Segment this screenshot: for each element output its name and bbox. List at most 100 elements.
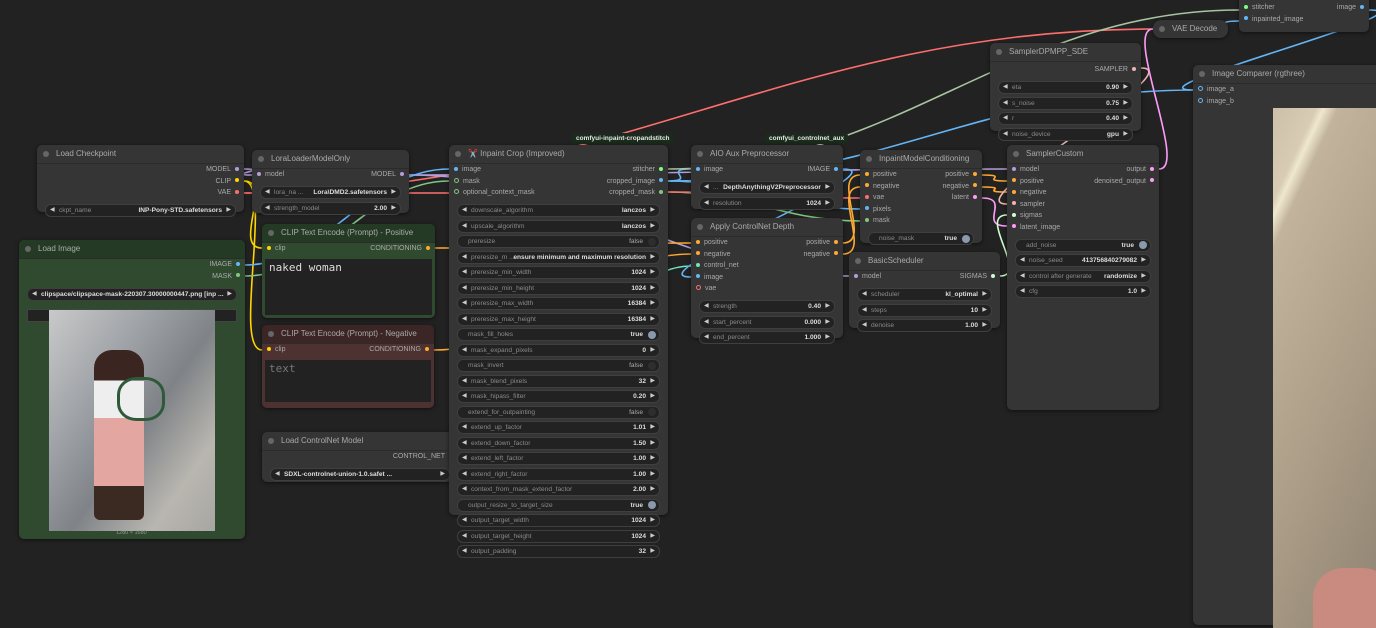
decrement-arrow-icon[interactable]: ◀: [704, 199, 709, 206]
widget-end-percent[interactable]: ◀ end_percent 1.000 ▶: [699, 331, 835, 344]
slot-dot-icon[interactable]: [1012, 201, 1016, 206]
widget-preresize-max-width[interactable]: ◀ preresize_max_width 16384 ▶: [457, 297, 660, 310]
output-slot-sampler[interactable]: SAMPLER: [1095, 64, 1136, 76]
widget-value[interactable]: ◀... DepthAnythingV2Preprocessor ▶: [699, 181, 835, 194]
node-load-checkpoint[interactable]: Load Checkpoint MODEL CLIP VAE ◀ ckpt_name INP…: [37, 145, 244, 217]
collapse-dot-icon[interactable]: [455, 151, 461, 157]
decrement-arrow-icon[interactable]: ◀: [462, 315, 467, 322]
widget-downscale-algorithm[interactable]: ◀ downscale_algorithm lanczos ▶: [457, 204, 660, 217]
slot-dot-icon[interactable]: [834, 166, 838, 171]
widget-noise-mask[interactable]: noise_mask true: [868, 232, 974, 245]
output-slot-positive[interactable]: positive: [806, 237, 838, 249]
increment-arrow-icon[interactable]: ▶: [825, 199, 830, 206]
input-slot-pixels[interactable]: pixels: [865, 204, 891, 216]
collapse-dot-icon[interactable]: [855, 258, 861, 264]
output-slot-positive[interactable]: positive: [945, 169, 977, 181]
widget-mask-blend-pixels[interactable]: ◀ mask_blend_pixels 32 ▶: [457, 374, 660, 388]
widget-ckpt-name[interactable]: ◀ ckpt_name INP-Pony-STD.safetensors ▶: [45, 204, 236, 217]
node-aio-aux[interactable]: AIO Aux Preprocessor image IMAGE ◀... DepthA…: [691, 145, 843, 210]
node-inpaint-model-conditioning[interactable]: InpaintModelConditioning positive positive…: [860, 150, 982, 245]
collapse-dot-icon[interactable]: [996, 49, 1002, 55]
increment-arrow-icon[interactable]: ▶: [650, 315, 655, 322]
decrement-arrow-icon[interactable]: ◀: [462, 470, 467, 477]
widget-mask-expand-pixels[interactable]: ◀ mask_expand_pixels 0 ▶: [457, 343, 660, 357]
node-inpaint-stitch[interactable]: stitcher image inpainted_image: [1239, 0, 1369, 32]
slot-dot-icon[interactable]: [1012, 166, 1016, 171]
decrement-arrow-icon[interactable]: ◀: [462, 486, 467, 492]
slot-dot-icon[interactable]: [973, 194, 977, 199]
output-slot-conditioning[interactable]: CONDITIONING: [369, 344, 429, 356]
increment-arrow-icon[interactable]: ▶: [1141, 272, 1146, 279]
decrement-arrow-icon[interactable]: ◀: [462, 253, 467, 260]
slot-dot-icon[interactable]: [1012, 189, 1016, 194]
input-slot-image[interactable]: image: [696, 272, 723, 284]
node-title[interactable]: Load Checkpoint: [37, 145, 244, 164]
widget-control-after-generate[interactable]: ◀ control after generate randomize ▶: [1015, 269, 1151, 283]
decrement-arrow-icon[interactable]: ◀: [462, 377, 467, 384]
slot-dot-icon[interactable]: [1198, 97, 1203, 103]
increment-arrow-icon[interactable]: ▶: [650, 269, 655, 275]
widget-value[interactable]: ◀ clipspace/clipspace-mask-220307.3000000…: [27, 287, 237, 301]
widget-denoise[interactable]: ◀ denoise 1.00 ▶: [857, 319, 992, 332]
output-slot-model[interactable]: MODEL: [371, 169, 404, 181]
slot-dot-icon[interactable]: [865, 171, 869, 176]
decrement-arrow-icon[interactable]: ◀: [862, 322, 867, 328]
increment-arrow-icon[interactable]: ▶: [982, 306, 987, 313]
slot-dot-icon[interactable]: [834, 239, 838, 244]
input-slot-inpainted-image[interactable]: inpainted_image: [1244, 14, 1303, 26]
increment-arrow-icon[interactable]: ▶: [825, 318, 830, 325]
node-title[interactable]: AIO Aux Preprocessor: [691, 145, 843, 164]
slot-dot-icon[interactable]: [257, 171, 261, 176]
increment-arrow-icon[interactable]: ▶: [1141, 288, 1146, 294]
node-clip-positive[interactable]: CLIP Text Encode (Prompt) - Positive clip…: [262, 224, 435, 318]
widget-r[interactable]: ◀ r 0.40 ▶: [998, 112, 1133, 125]
slot-dot-icon[interactable]: [659, 189, 663, 194]
widget-lora-na[interactable]: ◀ lora_na ... Lora\DMD2.safetensors ▶: [260, 186, 401, 199]
widget-cfg[interactable]: ◀ cfg 1.0 ▶: [1015, 285, 1151, 298]
increment-arrow-icon[interactable]: ▶: [825, 334, 830, 340]
decrement-arrow-icon[interactable]: ◀: [1020, 272, 1025, 279]
increment-arrow-icon[interactable]: ▶: [650, 424, 655, 430]
decrement-arrow-icon[interactable]: ◀: [704, 318, 709, 325]
decrement-arrow-icon[interactable]: ◀: [462, 424, 467, 430]
slot-dot-icon[interactable]: [659, 178, 663, 183]
widget-noise-seed[interactable]: ◀ noise_seed 413756840279082 ▶: [1015, 254, 1151, 267]
decrement-arrow-icon[interactable]: ◀: [704, 334, 709, 340]
slot-dot-icon[interactable]: [236, 261, 240, 266]
decrement-arrow-icon[interactable]: ◀: [462, 439, 467, 446]
output-slot-stitcher[interactable]: stitcher: [632, 164, 663, 176]
collapse-dot-icon[interactable]: [258, 156, 264, 162]
slot-dot-icon[interactable]: [1012, 224, 1016, 229]
output-slot-cropped-mask[interactable]: cropped_mask: [609, 187, 663, 199]
output-slot-clip[interactable]: CLIP: [215, 176, 239, 188]
decrement-arrow-icon[interactable]: ◀: [462, 517, 467, 523]
decrement-arrow-icon[interactable]: ◀: [32, 290, 37, 297]
input-slot-positive[interactable]: positive: [865, 169, 897, 181]
slot-dot-icon[interactable]: [991, 273, 995, 278]
slot-dot-icon[interactable]: [454, 166, 458, 171]
decrement-arrow-icon[interactable]: ◀: [462, 207, 467, 213]
decrement-arrow-icon[interactable]: ◀: [462, 222, 467, 229]
increment-arrow-icon[interactable]: ▶: [650, 253, 655, 260]
prompt-textarea[interactable]: naked woman: [265, 258, 432, 315]
collapse-dot-icon[interactable]: [268, 438, 274, 444]
increment-arrow-icon[interactable]: ▶: [982, 322, 987, 328]
increment-arrow-icon[interactable]: ▶: [1123, 115, 1128, 121]
increment-arrow-icon[interactable]: ▶: [440, 471, 445, 477]
increment-arrow-icon[interactable]: ▶: [650, 486, 655, 492]
increment-arrow-icon[interactable]: ▶: [650, 207, 655, 213]
slot-dot-icon[interactable]: [696, 251, 700, 256]
widget-upscale-algorithm[interactable]: ◀ upscale_algorithm lanczos ▶: [457, 219, 660, 233]
slot-dot-icon[interactable]: [267, 346, 271, 351]
input-slot-model[interactable]: model: [1012, 164, 1039, 176]
node-title[interactable]: BasicScheduler: [849, 252, 1000, 271]
widget-preresize-min-height[interactable]: ◀ preresize_min_height 1024 ▶: [457, 281, 660, 295]
collapse-dot-icon[interactable]: [697, 151, 703, 157]
widget-s-noise[interactable]: ◀ s_noise 0.75 ▶: [998, 96, 1133, 110]
output-slot-output[interactable]: output: [1127, 164, 1154, 176]
slot-dot-icon[interactable]: [973, 183, 977, 188]
node-title[interactable]: CLIP Text Encode (Prompt) - Negative: [262, 325, 434, 344]
slot-dot-icon[interactable]: [426, 245, 430, 250]
node-image-comparer[interactable]: Image Comparer (rgthree) image_a image_b: [1193, 65, 1376, 628]
slot-dot-icon[interactable]: [854, 273, 858, 278]
